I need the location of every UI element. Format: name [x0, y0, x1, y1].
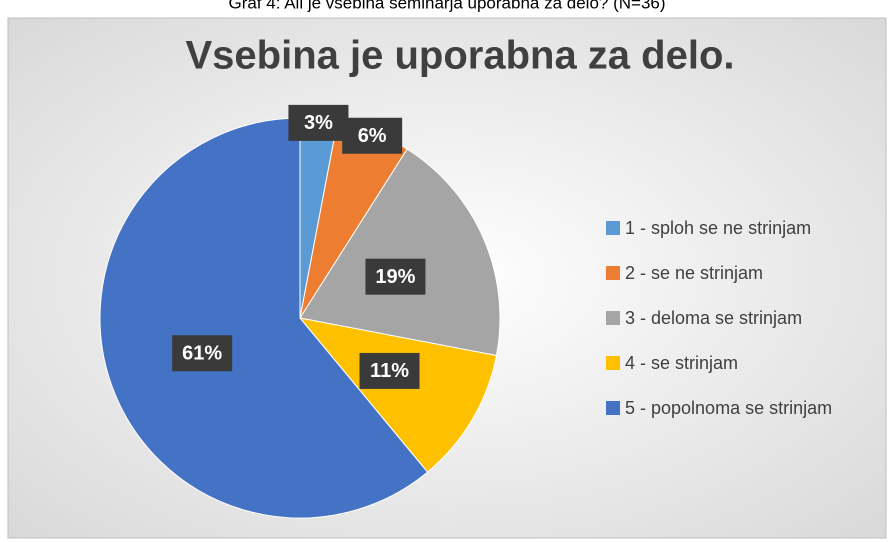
legend-label: 1 - sploh se ne strinjam — [625, 218, 811, 238]
legend: 1 - sploh se ne strinjam 2 - se ne strinj… — [606, 218, 832, 418]
legend-swatch — [606, 401, 620, 415]
data-label-box — [359, 352, 420, 389]
legend-swatch — [606, 221, 620, 235]
data-label: 3% — [304, 112, 333, 134]
data-label-box — [342, 117, 403, 154]
pie-slice — [298, 317, 498, 473]
data-label: 11% — [370, 360, 409, 382]
legend-label: 2 - se ne strinjam — [625, 263, 763, 283]
data-label: 6% — [358, 125, 387, 147]
legend-label: 4 - se strinjam — [625, 353, 738, 373]
legend-label: 3 - deloma se strinjam — [625, 308, 802, 328]
legend-swatch — [606, 266, 620, 280]
data-label: 19% — [375, 266, 415, 288]
pie-slice — [99, 117, 429, 519]
legend-swatch — [606, 311, 620, 325]
legend-label: 5 - popolnoma se strinjam — [625, 398, 832, 418]
data-label-box — [365, 258, 426, 295]
data-label-box — [172, 335, 233, 372]
data-label: 61% — [182, 343, 222, 365]
legend-swatch — [606, 356, 620, 370]
pie — [99, 117, 501, 519]
data-labels: 3% 6% 19% 11% 61% — [172, 104, 426, 389]
chart-title: Vsebina je uporabna za delo. — [185, 34, 734, 78]
pie-slice — [299, 148, 501, 357]
data-label-box — [288, 104, 349, 141]
caption: Graf 4: Ali je vsebina seminarja uporabn… — [228, 0, 665, 12]
